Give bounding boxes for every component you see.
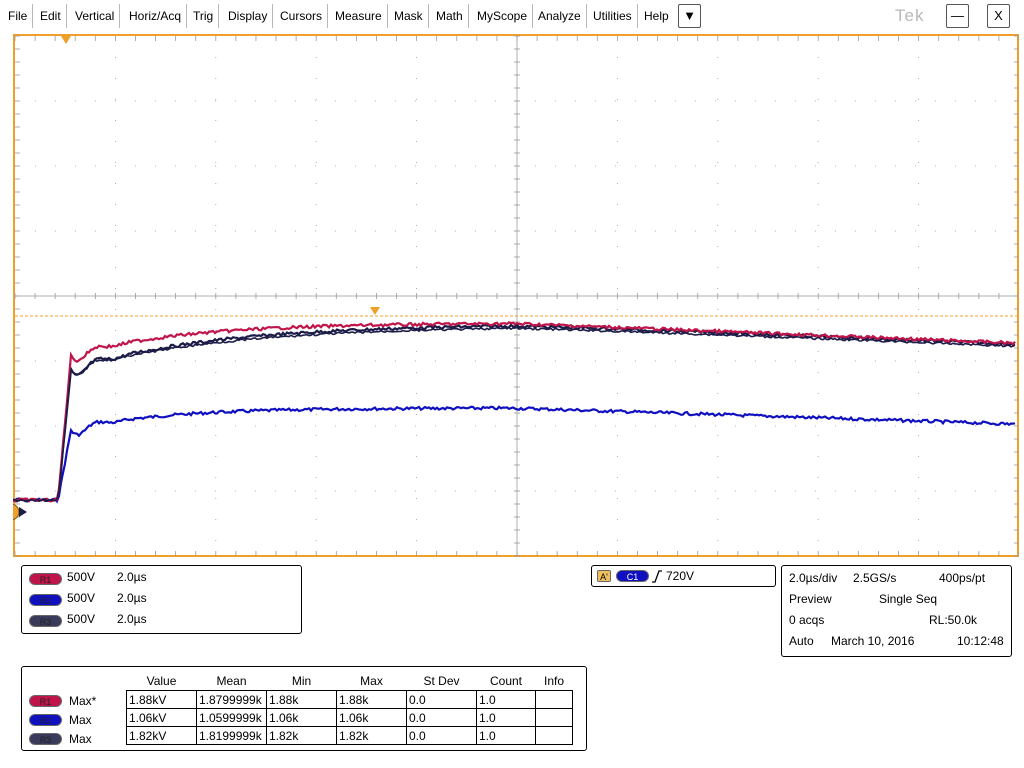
cell-mean: 1.8199999k	[196, 726, 267, 745]
cell-min: 1.88k	[266, 690, 337, 709]
menu-file[interactable]: File	[3, 4, 34, 28]
sample-rate: 2.5GS/s	[853, 571, 897, 585]
acq-mode: Preview	[789, 592, 832, 606]
meas-r3-badge: R3	[29, 733, 62, 745]
time-per-point: 400ps/pt	[939, 571, 986, 585]
menu-display[interactable]: Display	[223, 4, 274, 28]
cell-stdev: 0.0	[406, 726, 477, 745]
channel-panel: R1 500V 2.0µs R2 500V 2.0µs R3 500V 2.0µ…	[21, 565, 302, 634]
trigger-level: 720V	[666, 569, 695, 583]
menu-help[interactable]: Help	[644, 9, 669, 23]
minimize-button[interactable]: —	[946, 4, 969, 28]
time-per-div: 2.0µs/div	[789, 571, 838, 585]
waveform-r3-overlay	[13, 326, 1016, 502]
cell-count: 1.0	[476, 726, 536, 745]
cell-value: 1.88kV	[126, 690, 197, 709]
col-stdev: St Dev	[423, 674, 460, 688]
menu-mask[interactable]: Mask	[389, 4, 429, 28]
r3-badge[interactable]: R3	[29, 615, 62, 627]
meas-r2-type: Max	[69, 713, 92, 727]
table-row[interactable]: 1.82kV 1.8199999k 1.82k 1.82k 0.0 1.0	[126, 726, 573, 745]
cell-value: 1.82kV	[126, 726, 197, 745]
date: March 10, 2016	[831, 634, 915, 648]
close-icon: X	[994, 8, 1003, 23]
meas-r2-badge: R2	[29, 714, 62, 726]
close-button[interactable]: X	[987, 4, 1010, 28]
ground-reference-marker-icon[interactable]	[13, 503, 27, 521]
cell-count: 1.0	[476, 708, 536, 727]
menu-cursors[interactable]: Cursors	[275, 4, 329, 28]
cell-mean: 1.0599999k	[196, 708, 267, 727]
menu-analyze[interactable]: Analyze	[533, 4, 587, 28]
trigger-panel[interactable]: A' C1 720V	[591, 565, 776, 587]
cell-max: 1.06k	[336, 708, 407, 727]
r2-scale[interactable]: 500V	[67, 591, 96, 605]
r3-scale[interactable]: 500V	[67, 612, 96, 626]
trigger-mode: Auto	[789, 634, 814, 648]
menu-utilities[interactable]: Utilities	[588, 4, 638, 28]
meas-r1-badge: R1	[29, 695, 62, 707]
cell-max: 1.88k	[336, 690, 407, 709]
trigger-source-badge: C1	[616, 570, 649, 582]
cell-mean: 1.8799999k	[196, 690, 267, 709]
trigger-a-badge: A'	[597, 570, 611, 582]
menu-dropdown-button[interactable]: ▼	[678, 4, 701, 28]
graticule-grid	[14, 35, 1019, 557]
menu-vertical[interactable]: Vertical	[70, 4, 121, 28]
cell-stdev: 0.0	[406, 690, 477, 709]
menu-myscope[interactable]: MyScope	[472, 4, 534, 28]
acq-count: 0 acqs	[789, 613, 825, 627]
cell-info	[535, 708, 573, 727]
col-count: Count	[489, 674, 523, 688]
col-mean: Mean	[216, 674, 247, 688]
chevron-down-icon: ▼	[683, 8, 696, 23]
clock-time: 10:12:48	[957, 634, 1004, 648]
rising-edge-icon	[652, 570, 662, 583]
acq-sequence: Single Seq	[879, 592, 938, 606]
table-row[interactable]: 1.06kV 1.0599999k 1.06k 1.06k 0.0 1.0	[126, 708, 573, 727]
measurement-header-row: Value Mean Min Max St Dev Count Info	[127, 672, 573, 691]
cell-info	[535, 690, 573, 709]
meas-r3-type: Max	[69, 732, 92, 746]
r1-scale[interactable]: 500V	[67, 570, 96, 584]
trigger-position-marker-icon[interactable]	[61, 36, 71, 44]
waveform-r3	[13, 323, 1016, 503]
expansion-point-marker-icon[interactable]	[370, 307, 380, 315]
col-info: Info	[543, 674, 564, 688]
col-min: Min	[291, 674, 312, 688]
col-value: Value	[146, 674, 177, 688]
table-row[interactable]: 1.88kV 1.8799999k 1.88k 1.88k 0.0 1.0	[126, 690, 573, 709]
waveform-display[interactable]	[13, 34, 1019, 557]
col-max: Max	[360, 674, 383, 688]
r1-badge[interactable]: R1	[29, 573, 62, 585]
cell-min: 1.82k	[266, 726, 337, 745]
r2-time[interactable]: 2.0µs	[117, 591, 147, 605]
tek-logo: Tek	[895, 6, 925, 25]
measurement-table[interactable]: Value Mean Min Max St Dev Count Info 1.8…	[126, 672, 573, 745]
cell-min: 1.06k	[266, 708, 337, 727]
minimize-icon: —	[951, 8, 964, 23]
record-length: RL:50.0k	[929, 613, 978, 627]
waveform-r2	[13, 405, 1016, 504]
cell-count: 1.0	[476, 690, 536, 709]
menu-math[interactable]: Math	[431, 4, 469, 28]
cell-info	[535, 726, 573, 745]
menu-measure[interactable]: Measure	[330, 4, 388, 28]
r2-badge[interactable]: R2	[29, 594, 62, 606]
menu-edit[interactable]: Edit	[35, 4, 67, 28]
waveform-r1	[13, 321, 1016, 503]
r3-time[interactable]: 2.0µs	[117, 612, 147, 626]
cell-max: 1.82k	[336, 726, 407, 745]
menu-horiz-acq[interactable]: Horiz/Acq	[124, 4, 188, 28]
r1-time[interactable]: 2.0µs	[117, 570, 147, 584]
cell-stdev: 0.0	[406, 708, 477, 727]
menu-trig[interactable]: Trig	[188, 4, 220, 28]
menu-bar: File Edit Vertical Horiz/Acq Trig Displa…	[0, 0, 1024, 33]
cell-value: 1.06kV	[126, 708, 197, 727]
acquisition-panel[interactable]: 2.0µs/div 2.5GS/s 400ps/pt Preview Singl…	[781, 565, 1012, 657]
meas-r1-type: Max*	[69, 694, 97, 708]
